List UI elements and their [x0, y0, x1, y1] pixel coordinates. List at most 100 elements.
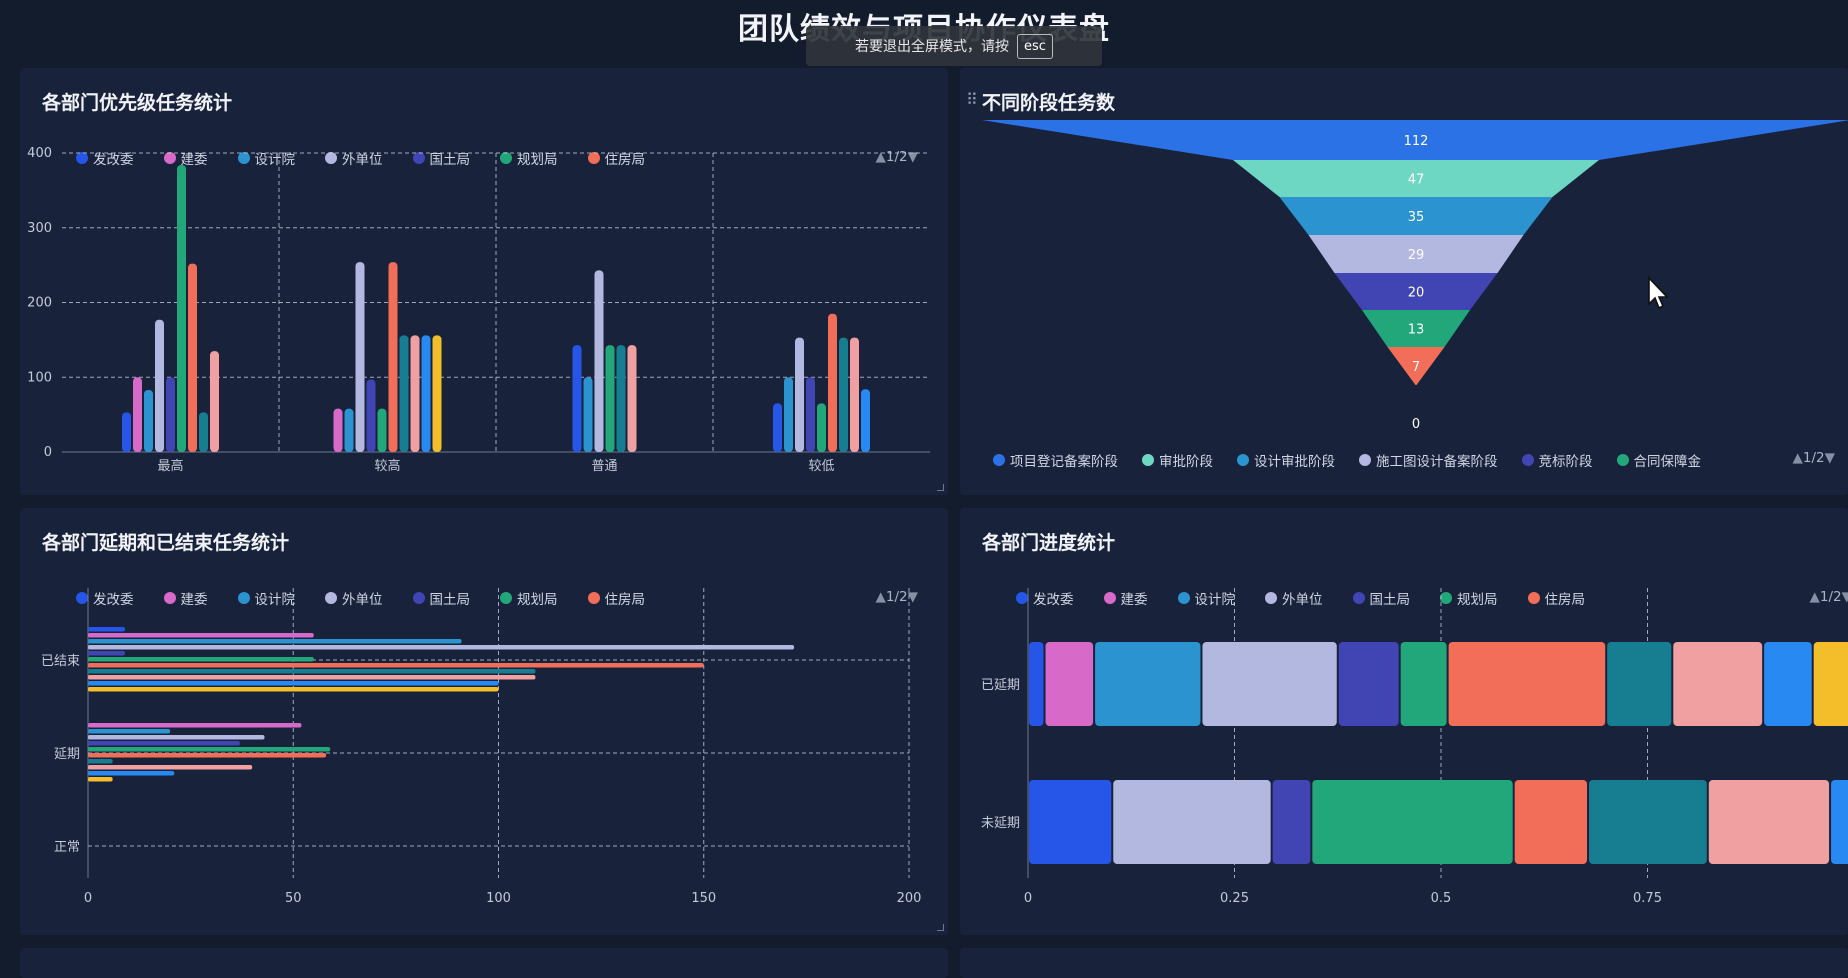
- pager-prev-icon[interactable]: ▲: [1809, 589, 1820, 605]
- pager-prev-icon[interactable]: ▲: [1792, 450, 1803, 466]
- legend-item[interactable]: 建委: [163, 588, 208, 608]
- resize-handle[interactable]: [937, 924, 944, 931]
- funnel-stage: [1233, 160, 1599, 197]
- delay-legend-pager[interactable]: ▲1/2▼: [875, 589, 918, 605]
- legend-dot-icon: [587, 152, 600, 164]
- pager-next-icon[interactable]: ▼: [907, 149, 918, 165]
- legend-dot-icon: [325, 592, 337, 604]
- mouse-cursor-icon: [1648, 276, 1669, 310]
- stacked-segment: [1202, 642, 1337, 726]
- resize-handle[interactable]: [937, 484, 944, 491]
- legend-item[interactable]: 建委: [163, 148, 208, 168]
- progress-legend-pager[interactable]: ▲1/2▼: [1809, 589, 1848, 605]
- progress-panel-title: 各部门进度统计: [982, 532, 1116, 554]
- bar: [88, 753, 327, 758]
- next-panel-left-edge: [20, 948, 948, 978]
- bar: [88, 759, 113, 764]
- legend-item[interactable]: 竞标阶段: [1521, 450, 1593, 470]
- y-tick-label: 0: [44, 445, 52, 460]
- legend-item[interactable]: 规划局: [500, 588, 558, 608]
- bar: [88, 729, 171, 734]
- legend-item[interactable]: 国土局: [412, 588, 470, 608]
- fullscreen-exit-notice: 若要退出全屏模式，请按 esc: [806, 26, 1102, 66]
- pager-label: 1/2: [1802, 450, 1825, 466]
- legend-item[interactable]: 住房局: [587, 148, 646, 168]
- x-tick-label: 0: [1024, 891, 1032, 906]
- bar: [88, 741, 240, 746]
- legend-item[interactable]: 设计院: [1177, 588, 1236, 608]
- legend-item[interactable]: 住房局: [1527, 588, 1585, 608]
- legend-item[interactable]: 发改委: [76, 588, 134, 608]
- bar: [88, 747, 331, 752]
- legend-label: 住房局: [604, 152, 646, 168]
- legend-item[interactable]: 设计审批阶段: [1237, 450, 1335, 470]
- bar: [122, 412, 131, 452]
- funnel-legend-pager[interactable]: ▲1/2▼: [1792, 450, 1835, 466]
- bar: [88, 777, 113, 782]
- legend-label: 建委: [180, 152, 208, 168]
- legend-item[interactable]: 发改委: [76, 148, 134, 168]
- pager-next-icon[interactable]: ▼: [907, 589, 918, 605]
- legend-dot-icon: [500, 592, 512, 604]
- legend-item[interactable]: 外单位: [325, 148, 383, 168]
- legend-label: 设计院: [1194, 592, 1236, 608]
- y-tick-label: 已延期: [981, 678, 1020, 693]
- priority-chart: 0 100 200 300 400 最高 较高 普通 较低: [27, 146, 930, 474]
- bar: [88, 771, 175, 776]
- bar: [88, 735, 265, 740]
- legend-item[interactable]: 外单位: [1265, 588, 1323, 608]
- legend-item[interactable]: 设计院: [237, 148, 295, 168]
- legend-dot-icon: [163, 152, 176, 164]
- legend-dot-icon: [1521, 454, 1534, 466]
- bar: [199, 412, 208, 452]
- legend-label: 规划局: [517, 592, 558, 608]
- stacked-segment: [1095, 642, 1201, 726]
- legend-item[interactable]: 审批阶段: [1142, 450, 1213, 470]
- bar: [410, 335, 420, 452]
- stacked-segment: [1312, 780, 1513, 864]
- legend-item[interactable]: 项目登记备案阶段: [993, 450, 1118, 470]
- funnel-legend: 项目登记备案阶段 审批阶段 设计审批阶段 施工图设计备案阶段 竞标阶段 合同保障金: [993, 450, 1725, 470]
- pager-prev-icon[interactable]: ▲: [875, 149, 886, 165]
- legend-item[interactable]: 发改委: [1016, 588, 1074, 608]
- pager-prev-icon[interactable]: ▲: [875, 589, 886, 605]
- bar: [333, 408, 343, 452]
- bar: [421, 335, 431, 452]
- stacked-segment: [1673, 642, 1763, 726]
- legend-dot-icon: [325, 152, 337, 164]
- x-tick-label: 100: [486, 891, 511, 906]
- progress-legend: 发改委 建委 设计院 外单位 国土局 规划局 住房局: [1016, 588, 1615, 608]
- bar: [861, 389, 870, 452]
- legend-item[interactable]: 规划局: [500, 148, 558, 168]
- legend-dot-icon: [412, 152, 425, 164]
- drag-handle-icon[interactable]: ⠿: [966, 90, 978, 109]
- bar: [795, 337, 804, 452]
- funnel-stage: [1334, 273, 1498, 310]
- legend-item[interactable]: 国土局: [412, 148, 470, 168]
- legend-dot-icon: [993, 454, 1005, 466]
- legend-item[interactable]: 施工图设计备案阶段: [1359, 450, 1498, 470]
- x-tick-label: 最高: [157, 458, 183, 474]
- legend-item[interactable]: 国土局: [1352, 588, 1410, 608]
- pager-next-icon[interactable]: ▼: [1824, 450, 1835, 466]
- legend-label: 住房局: [604, 592, 646, 608]
- pager-next-icon[interactable]: ▼: [1841, 589, 1848, 605]
- pager-label: 1/2: [1819, 589, 1842, 605]
- legend-item[interactable]: 合同保障金: [1616, 450, 1701, 470]
- legend-item[interactable]: 建委: [1103, 588, 1148, 608]
- y-tick-label: 200: [27, 296, 52, 311]
- x-tick-label: 200: [897, 891, 922, 906]
- funnel-stage: [1308, 235, 1524, 273]
- legend-item[interactable]: 规划局: [1440, 588, 1498, 608]
- legend-dot-icon: [412, 592, 425, 604]
- legend-item[interactable]: 住房局: [587, 588, 646, 608]
- bar: [188, 263, 197, 452]
- legend-item[interactable]: 设计院: [237, 588, 295, 608]
- legend-label: 建委: [1120, 592, 1148, 608]
- bar: [88, 633, 314, 638]
- legend-dot-icon: [1352, 592, 1365, 604]
- esc-key-badge: esc: [1017, 33, 1053, 59]
- legend-item[interactable]: 外单位: [325, 588, 383, 608]
- bar: [377, 408, 387, 452]
